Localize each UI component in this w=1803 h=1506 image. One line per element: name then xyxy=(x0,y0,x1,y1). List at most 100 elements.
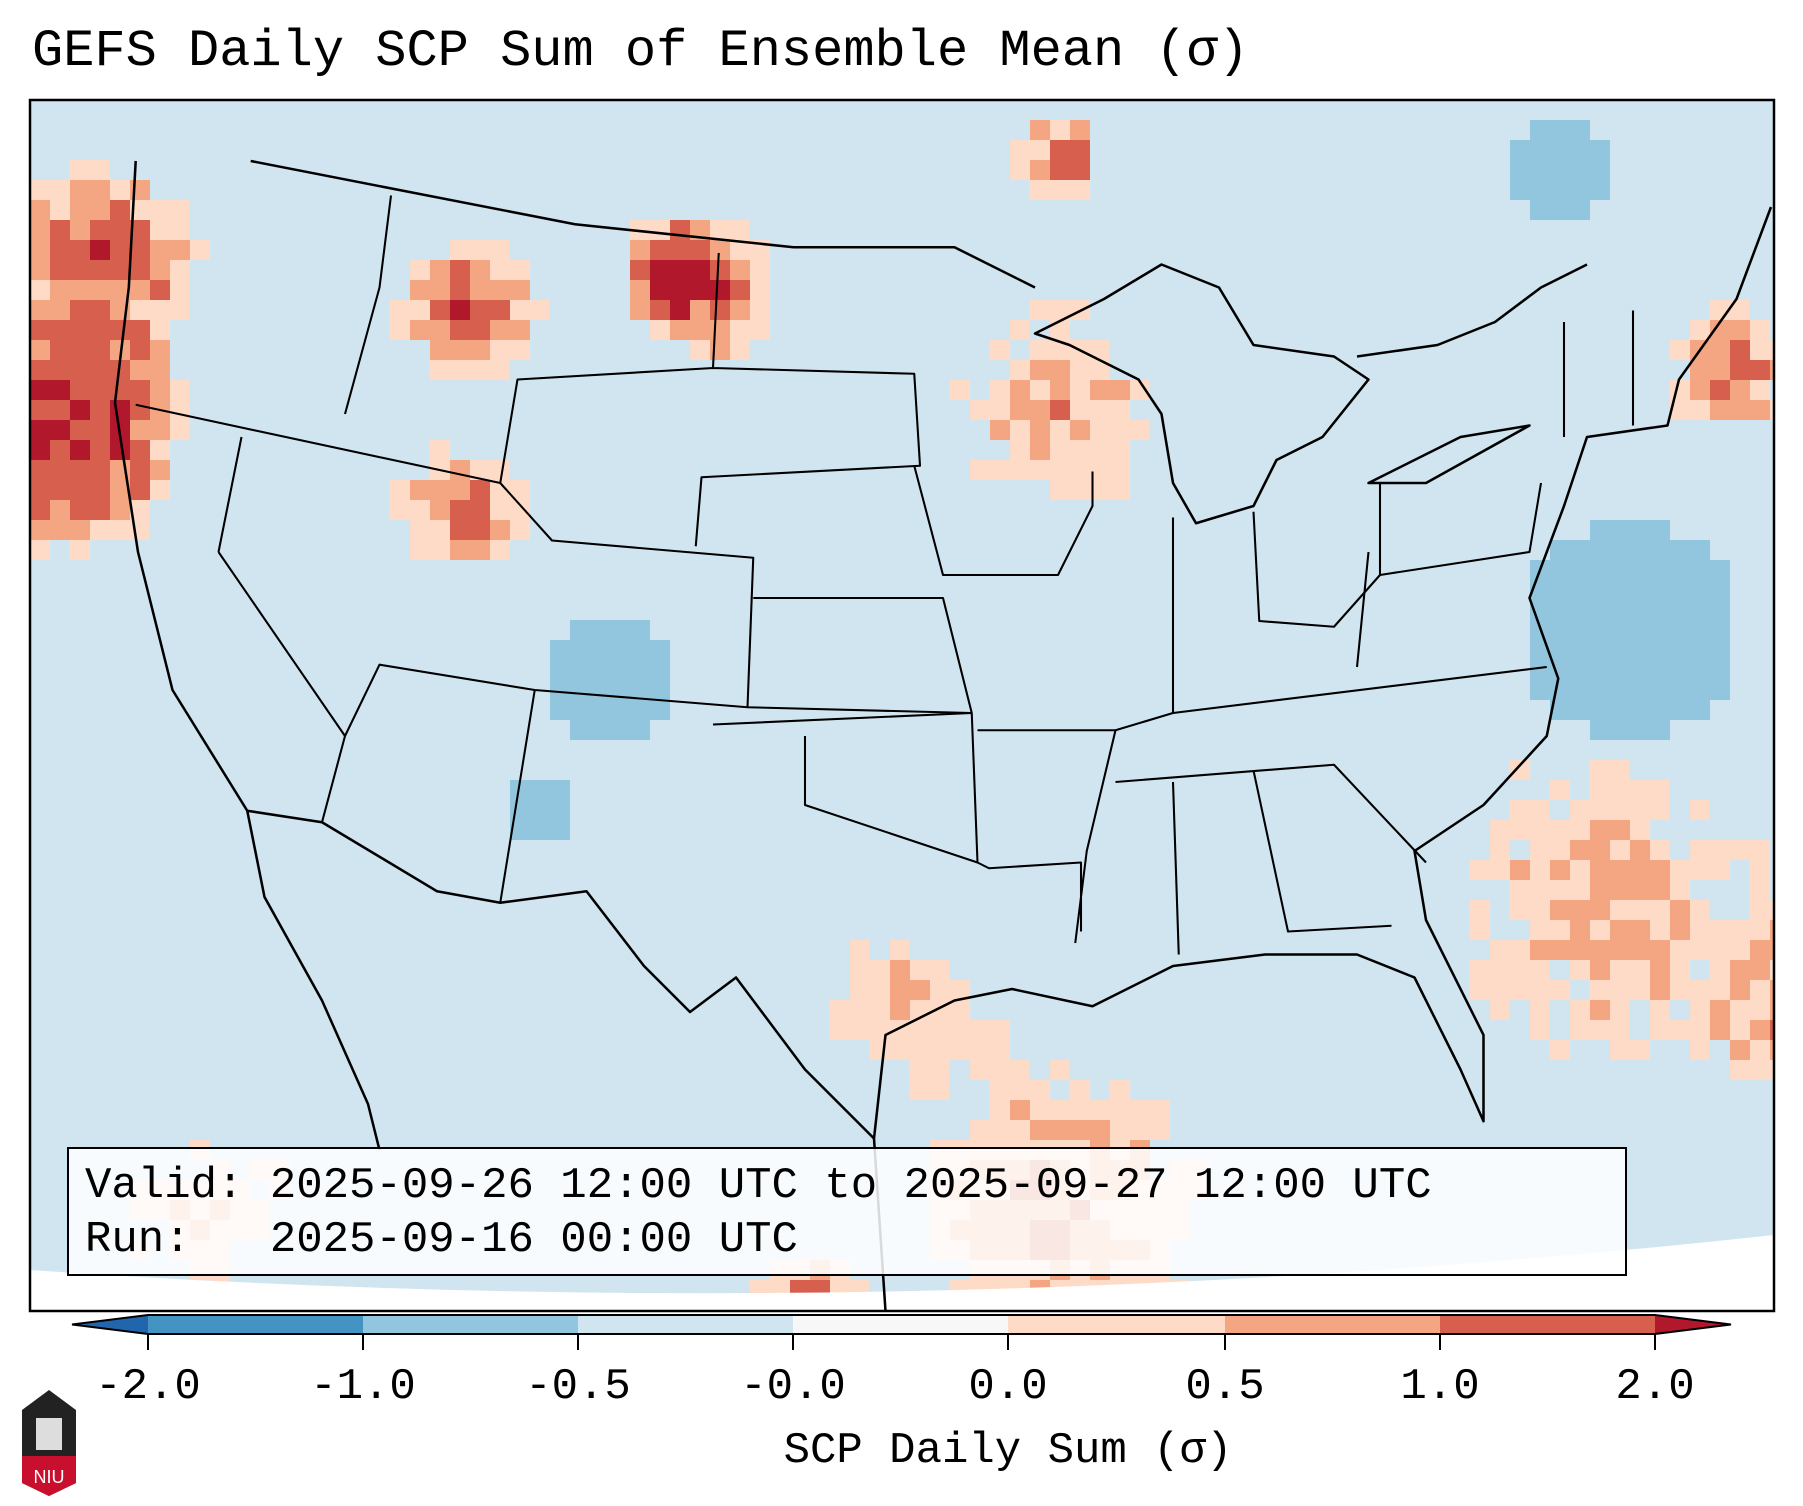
field-cell xyxy=(450,300,470,320)
field-cell xyxy=(90,300,110,320)
field-cell xyxy=(630,640,650,660)
field-cell xyxy=(1590,880,1610,900)
field-cell xyxy=(1710,940,1730,960)
field-cell xyxy=(1710,400,1730,420)
field-cell xyxy=(1690,620,1710,640)
field-cell xyxy=(1610,540,1630,560)
field-cell xyxy=(1070,1120,1090,1140)
field-cell xyxy=(90,280,110,300)
field-cell xyxy=(1130,380,1150,400)
field-cell xyxy=(710,300,730,320)
field-cell xyxy=(870,960,890,980)
field-cell xyxy=(1530,660,1550,680)
field-cell xyxy=(1610,580,1630,600)
field-cell xyxy=(1050,180,1070,200)
field-cell xyxy=(870,980,890,1000)
field-cell xyxy=(510,520,530,540)
field-cell xyxy=(1750,360,1770,380)
field-cell xyxy=(410,300,430,320)
field-cell xyxy=(1050,340,1070,360)
field-cell xyxy=(750,280,770,300)
field-cell xyxy=(170,300,190,320)
field-cell xyxy=(90,160,110,180)
field-cell xyxy=(170,260,190,280)
field-cell xyxy=(90,360,110,380)
field-cell xyxy=(1010,1100,1030,1120)
field-cell xyxy=(1010,460,1030,480)
field-cell xyxy=(1690,400,1710,420)
field-cell xyxy=(910,1060,930,1080)
field-cell xyxy=(130,340,150,360)
field-cell xyxy=(1570,140,1590,160)
field-cell xyxy=(1610,700,1630,720)
field-cell xyxy=(910,980,930,1000)
field-cell xyxy=(1610,760,1630,780)
field-cell xyxy=(30,320,50,340)
field-cell xyxy=(1570,920,1590,940)
field-cell xyxy=(950,980,970,1000)
field-cell xyxy=(70,460,90,480)
field-cell xyxy=(50,480,70,500)
field-cell xyxy=(910,1080,930,1100)
field-cell xyxy=(110,200,130,220)
run-value: 2025-09-16 00:00 UTC xyxy=(269,1215,798,1265)
map-frame xyxy=(28,98,1776,1313)
field-cell xyxy=(1650,920,1670,940)
field-cell xyxy=(550,680,570,700)
field-cell xyxy=(1030,340,1050,360)
field-cell xyxy=(1630,820,1650,840)
field-cell xyxy=(1670,640,1690,660)
field-cell xyxy=(1770,940,1774,960)
field-cell xyxy=(730,220,750,240)
field-cell xyxy=(1610,1000,1630,1020)
field-cell xyxy=(1770,1000,1774,1020)
field-cell xyxy=(1610,800,1630,820)
field-cell xyxy=(630,720,650,740)
field-cell xyxy=(1530,880,1550,900)
field-cell xyxy=(70,200,90,220)
field-cell xyxy=(490,280,510,300)
field-cell xyxy=(130,420,150,440)
field-cell xyxy=(170,280,190,300)
field-cell xyxy=(690,280,710,300)
field-cell xyxy=(1690,700,1710,720)
field-cell xyxy=(390,320,410,340)
field-cell xyxy=(1750,400,1770,420)
field-cell xyxy=(390,480,410,500)
field-cell xyxy=(1670,700,1690,720)
field-cell xyxy=(690,300,710,320)
field-cell xyxy=(90,180,110,200)
field-cell xyxy=(450,320,470,340)
field-cell xyxy=(90,440,110,460)
field-cell xyxy=(130,500,150,520)
field-cell xyxy=(50,360,70,380)
field-cell xyxy=(1530,860,1550,880)
field-cell xyxy=(530,300,550,320)
field-cell xyxy=(430,520,450,540)
field-cell xyxy=(1750,940,1770,960)
field-cell xyxy=(1490,960,1510,980)
field-cell xyxy=(1630,900,1650,920)
field-cell xyxy=(1630,700,1650,720)
field-cell xyxy=(1690,900,1710,920)
field-cell xyxy=(550,800,570,820)
field-cell xyxy=(550,780,570,800)
field-cell xyxy=(1570,600,1590,620)
field-cell xyxy=(1570,180,1590,200)
field-cell xyxy=(650,280,670,300)
field-cell xyxy=(530,780,550,800)
field-cell xyxy=(1630,980,1650,1000)
field-cell xyxy=(1510,980,1530,1000)
field-cell xyxy=(1650,580,1670,600)
field-cell xyxy=(110,340,130,360)
field-cell xyxy=(1670,340,1690,360)
field-cell xyxy=(1530,980,1550,1000)
field-cell xyxy=(930,1020,950,1040)
field-cell xyxy=(550,640,570,660)
field-cell xyxy=(1610,920,1630,940)
niu-logo: NIU xyxy=(22,1390,76,1496)
field-cell xyxy=(1610,980,1630,1000)
field-cell xyxy=(470,360,490,380)
field-cell xyxy=(1730,840,1750,860)
field-cell xyxy=(1130,420,1150,440)
